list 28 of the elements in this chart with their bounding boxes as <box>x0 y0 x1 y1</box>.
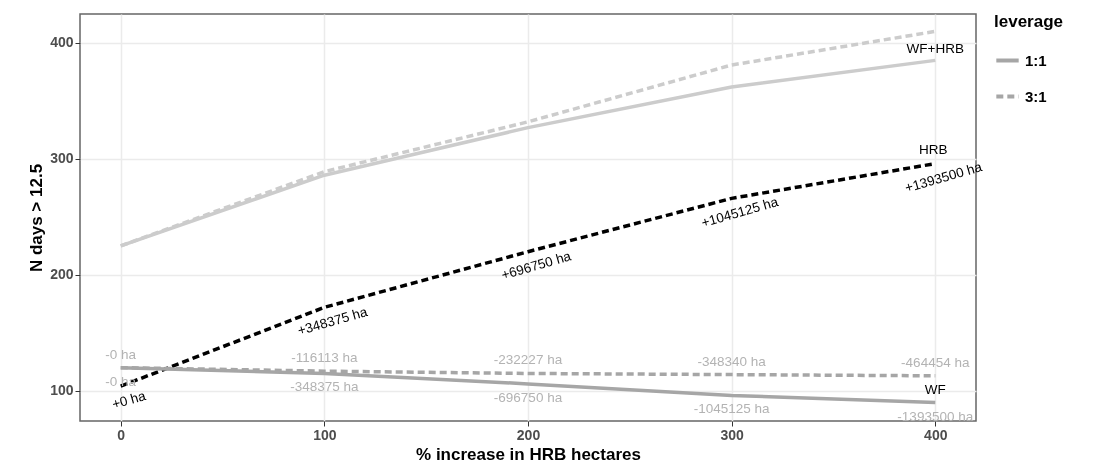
y-tick-label: 300 <box>50 150 74 167</box>
x-tick-label: 100 <box>313 426 337 443</box>
annotation: -1045125 ha <box>693 401 771 417</box>
annotation: WF+HRB <box>906 41 964 57</box>
x-tick-label: 300 <box>720 426 745 443</box>
annotation: -696750 ha <box>493 389 563 405</box>
y-axis-title: N days > 12.5 <box>27 163 47 273</box>
annotation: -116113 ha <box>291 350 359 366</box>
x-tick-label: 400 <box>924 426 948 443</box>
legend-label: 1:1 <box>1025 51 1047 69</box>
annotation: +348375 ha <box>295 303 370 339</box>
annotation: -464454 ha <box>901 354 970 370</box>
annotation: +696750 ha <box>499 248 574 283</box>
annotation: +0 ha <box>110 387 148 412</box>
legend-label: 3:1 <box>1025 87 1047 105</box>
annotation: -232227 ha <box>493 352 563 368</box>
annotation: HRB <box>919 141 948 157</box>
y-tick-label: 400 <box>50 34 74 51</box>
y-tick-label: 200 <box>50 266 74 283</box>
annotation: -348375 ha <box>290 379 360 395</box>
annotation: WF <box>924 382 946 398</box>
y-tick-label: 100 <box>50 382 74 399</box>
x-tick-label: 200 <box>516 426 541 443</box>
x-tick-label: 0 <box>117 426 126 443</box>
x-axis-title: % increase in HRB hectares <box>416 444 641 464</box>
annotation: -348340 ha <box>697 353 767 369</box>
annotation: -0 ha <box>105 346 137 362</box>
legend-title: leverage <box>994 12 1063 31</box>
